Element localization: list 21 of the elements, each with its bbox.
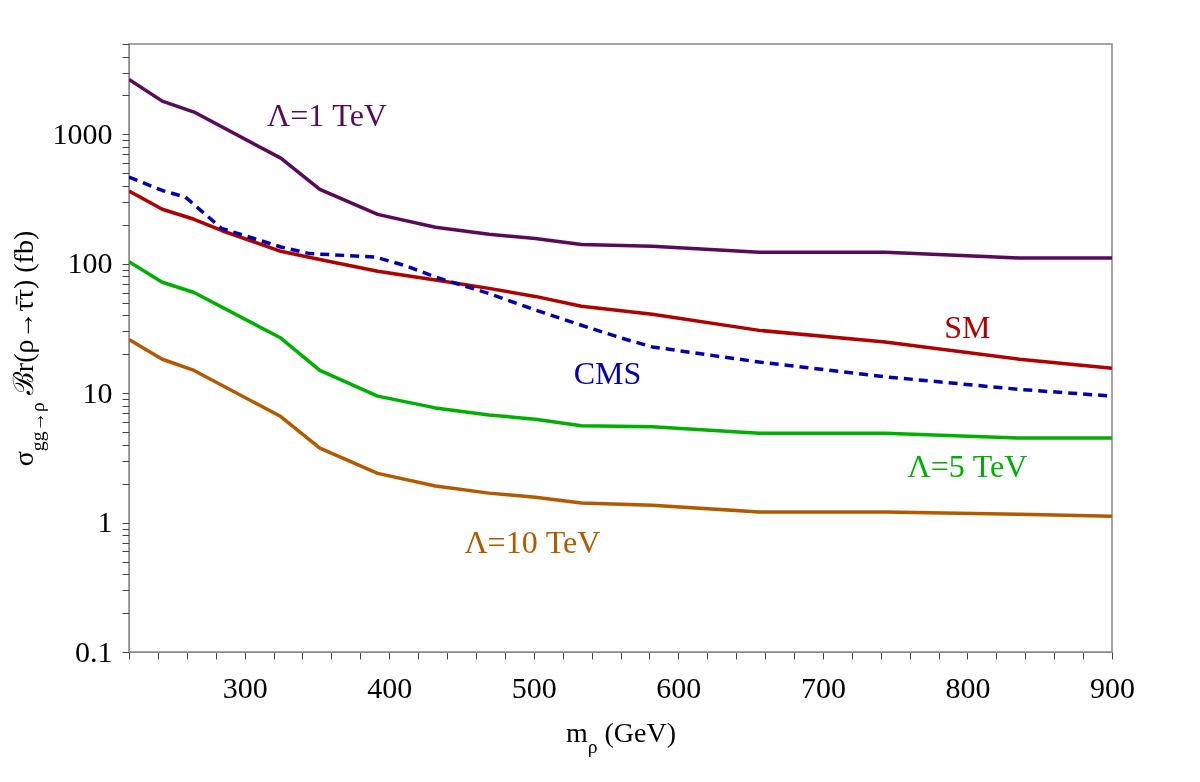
x-tick-label: 900 [1090, 670, 1135, 704]
y-tick-label: 100 [67, 246, 113, 280]
x-tick-label: 400 [367, 670, 413, 704]
series-label: Λ=1 TeV [267, 96, 387, 133]
line-series [129, 337, 1112, 518]
x-tick-label: 500 [511, 670, 557, 704]
x-axis-title: m$_{ρ}$ (GeV) [565, 716, 677, 756]
series-label: Λ=10 TeV [464, 523, 601, 560]
series-label: CMS [573, 355, 642, 392]
x-tick-label: 600 [656, 670, 702, 704]
x-tick-label: 300 [222, 670, 268, 704]
x-tick-label: 800 [945, 670, 991, 704]
y-tick-label: 10 [82, 375, 113, 409]
y-tick-label: 1 [97, 505, 113, 539]
series-label: SM [944, 308, 991, 345]
line-series [129, 77, 1112, 260]
series-label: Λ=5 TeV [907, 447, 1028, 484]
y-tick-label: 1000 [52, 116, 113, 150]
x-tick-label: 700 [800, 670, 846, 704]
y-tick-label: 0.1 [75, 634, 113, 668]
line-series [129, 259, 1112, 440]
